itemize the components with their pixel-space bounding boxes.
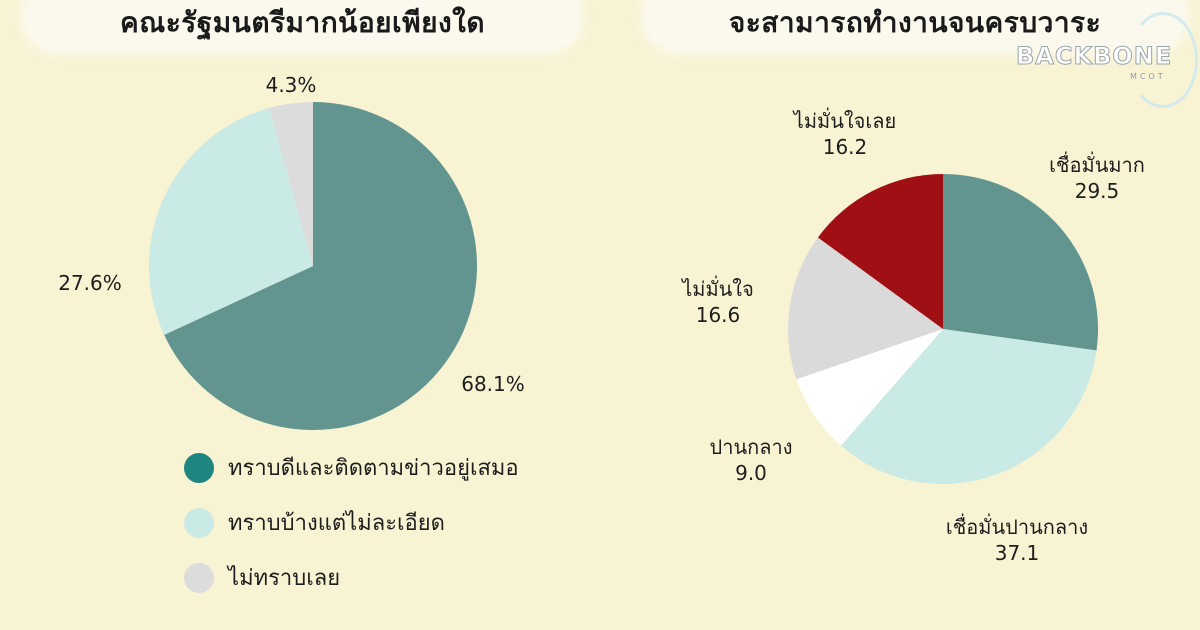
right-pie-label-5-value: 16.2 — [823, 135, 868, 159]
right-pie-slice-5 — [817, 174, 943, 329]
legend-swatch-1 — [184, 452, 214, 483]
right-pie-label-3-name: ปานกลาง — [710, 435, 793, 459]
backbone-mcot-logo: BACKBONE MCOT — [1010, 12, 1198, 108]
legend-label-2: ทราบบ้างแต่ไม่ละเอียด — [228, 511, 445, 536]
right-pie-label-4-name: ไม่มั่นใจ — [680, 275, 754, 301]
pie-chart-awareness: 68.1% 27.6% 4.3% — [58, 73, 525, 430]
left-pie-label-3-value: 4.3% — [266, 73, 317, 97]
right-pie-label-1-value: 29.5 — [1075, 179, 1120, 203]
logo-ring-icon — [1128, 12, 1198, 108]
right-pie-label-3-value: 9.0 — [735, 461, 767, 485]
right-pie-slice-3 — [796, 329, 943, 446]
right-pie-label-2-name: เชื่อมั่นปานกลาง — [946, 513, 1088, 539]
logo-subtext: MCOT — [1130, 72, 1166, 81]
right-pie-slice-1 — [943, 174, 1098, 351]
legend-label-3: ไม่ทราบเลย — [228, 566, 341, 591]
right-chart-title-pill: จะสามารถทำงานจนครบวาระ — [645, 0, 1185, 50]
right-pie-label-2-value: 37.1 — [995, 541, 1040, 565]
left-pie-label-2-value: 27.6% — [58, 271, 122, 295]
left-chart-title-pill: คณะรัฐมนตรีมากน้อยเพียงใด — [25, 0, 580, 50]
right-pie-label-4-value: 16.6 — [696, 303, 741, 327]
left-chart-title: คณะรัฐมนตรีมากน้อยเพียงใด — [119, 6, 485, 39]
legend-label-1: ทราบดีและติดตามข่าวอยู่เสมอ — [228, 456, 519, 481]
legend-swatch-2 — [184, 507, 214, 538]
left-chart-legend: ทราบดีและติดตามข่าวอยู่เสมอ ทราบบ้างแต่ไ… — [184, 440, 519, 605]
legend-item-3: ไม่ทราบเลย — [184, 550, 519, 605]
left-pie-slice-2 — [148, 107, 313, 335]
right-pie-slice-4 — [788, 237, 943, 380]
right-pie-slice-2 — [840, 329, 1097, 484]
left-pie-label-1-value: 68.1% — [461, 372, 525, 396]
right-pie-label-1-name: เชื่อมั่นมาก — [1049, 151, 1145, 177]
legend-item-1: ทราบดีและติดตามข่าวอยู่เสมอ — [184, 440, 519, 495]
left-pie-slice-1 — [164, 102, 478, 430]
left-pie-slice-3 — [269, 102, 313, 266]
right-chart-title: จะสามารถทำงานจนครบวาระ — [728, 6, 1102, 39]
legend-item-2: ทราบบ้างแต่ไม่ละเอียด — [184, 495, 519, 550]
legend-swatch-3 — [184, 562, 214, 593]
right-pie-label-5-name: ไม่มั่นใจเลย — [792, 107, 896, 133]
logo-wordmark: BACKBONE — [1015, 42, 1173, 71]
